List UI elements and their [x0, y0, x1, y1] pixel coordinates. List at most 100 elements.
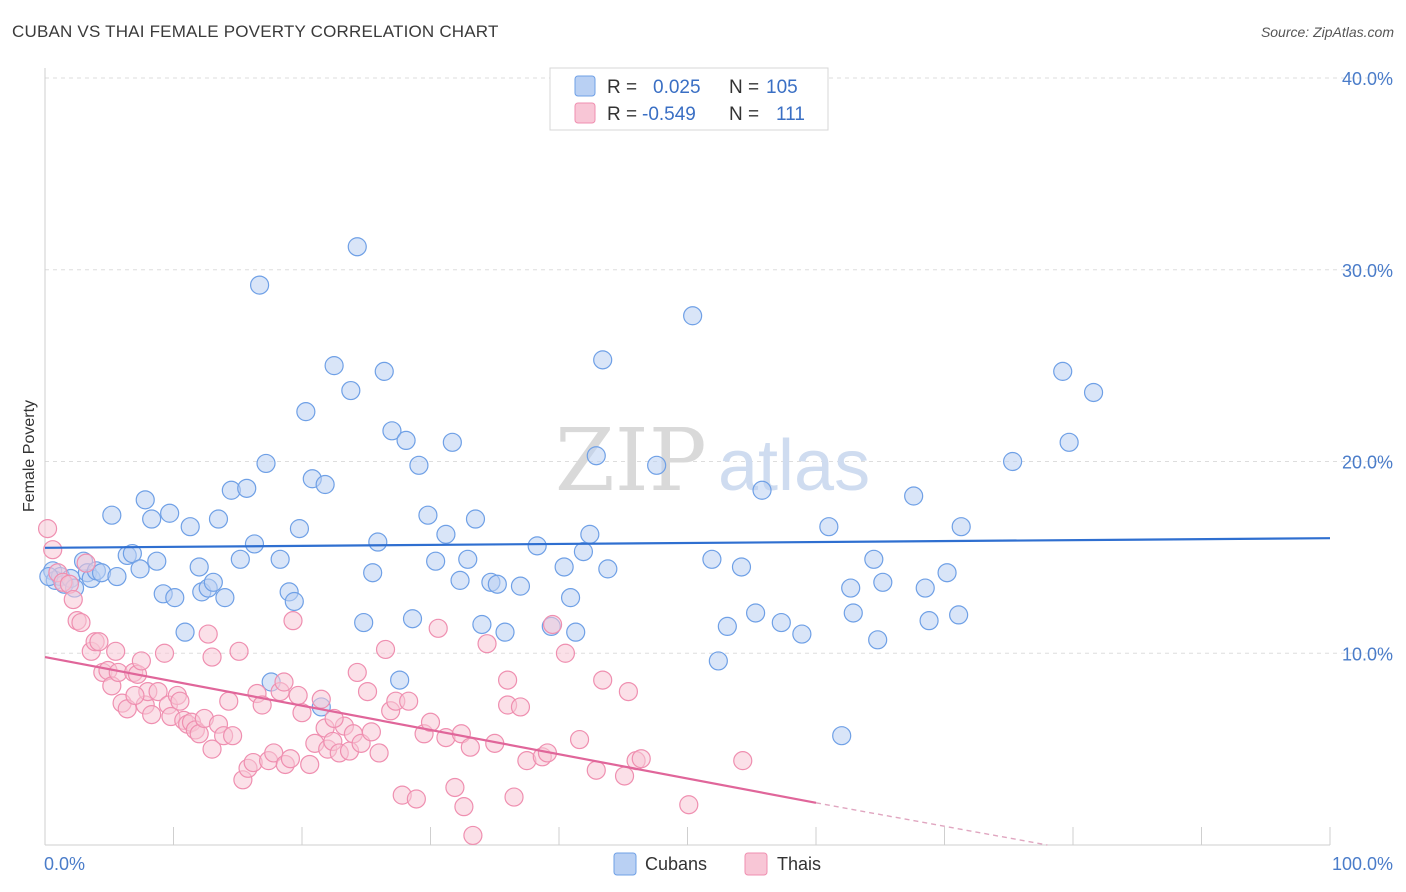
point-cubans-31	[230, 549, 250, 569]
point-cubans-66	[487, 574, 507, 594]
point-cubans-39	[284, 591, 304, 612]
chart-source: Source: ZipAtlas.com	[1260, 24, 1394, 40]
point-thais-80	[428, 618, 448, 638]
point-thais-38	[202, 739, 222, 759]
point-cubans-84	[731, 557, 752, 577]
point-thais-96	[569, 729, 590, 750]
point-thais-91	[510, 697, 531, 717]
point-thais-84	[454, 797, 474, 817]
point-cubans-22	[175, 622, 195, 642]
legend-n-value-thais: 111	[776, 104, 805, 125]
point-cubans-47	[347, 237, 367, 257]
point-cubans-78	[598, 559, 618, 579]
point-cubans-14	[122, 543, 142, 564]
legend-box	[549, 67, 829, 131]
series-legend-label-thais: Thais	[777, 854, 821, 874]
legend-r-label-thais: R =	[607, 104, 637, 125]
point-cubans-82	[708, 651, 728, 671]
point-thais-57	[300, 754, 320, 775]
series-legend-swatch-thais	[744, 852, 768, 876]
point-thais-30	[170, 691, 190, 711]
point-cubans-51	[374, 361, 394, 381]
point-cubans-88	[792, 624, 812, 644]
point-cubans-102	[1003, 451, 1023, 472]
point-thais-69	[357, 681, 378, 702]
point-cubans-34	[249, 275, 270, 295]
point-cubans-67	[495, 622, 515, 642]
point-thais-5	[63, 589, 83, 610]
point-thais-108	[274, 672, 294, 692]
legend-r-value-cubans: 0.025	[653, 77, 701, 98]
point-cubans-71	[554, 557, 574, 577]
point-cubans-23	[180, 517, 200, 537]
point-cubans-41	[296, 402, 316, 422]
point-thais-76	[399, 691, 419, 711]
point-cubans-21	[165, 588, 185, 608]
legend-swatch-thais	[574, 102, 596, 124]
point-thais-37	[198, 624, 218, 644]
point-thais-100	[618, 681, 638, 702]
point-thais-53	[280, 749, 301, 769]
x-tick-label-min: 0.0%	[44, 854, 85, 874]
point-thais-42	[223, 726, 243, 746]
point-cubans-96	[904, 486, 924, 506]
point-cubans-57	[418, 505, 438, 525]
point-cubans-11	[102, 505, 122, 525]
point-thais-50	[264, 743, 284, 763]
point-cubans-12	[107, 566, 127, 587]
axes	[44, 68, 1331, 846]
series-thais-points	[37, 519, 753, 846]
point-cubans-73	[566, 622, 586, 642]
point-cubans-59	[436, 524, 456, 544]
y-axis-title: Female Poverty	[21, 400, 38, 512]
point-thais-7	[71, 612, 91, 633]
point-cubans-49	[363, 563, 383, 583]
series-legend-label-cubans: Cubans	[645, 854, 707, 874]
trend-line-thais-extension	[815, 802, 1048, 846]
trend-line-cubans	[44, 537, 1331, 549]
point-thais-8	[76, 553, 96, 573]
point-cubans-74	[573, 542, 594, 562]
point-cubans-53	[390, 670, 410, 690]
point-cubans-103	[1053, 361, 1073, 381]
point-thais-59	[311, 689, 331, 709]
point-cubans-104	[1059, 432, 1079, 452]
point-cubans-52	[382, 421, 402, 441]
grid-lines	[45, 77, 1392, 654]
point-thais-103	[679, 795, 699, 815]
point-cubans-92	[843, 603, 863, 623]
point-thais-26	[154, 643, 175, 663]
point-cubans-20	[160, 503, 180, 523]
point-cubans-68	[510, 576, 531, 596]
watermark: ZIP atlas	[555, 411, 870, 511]
series-legend: Cubans Thais	[613, 852, 821, 876]
point-cubans-77	[593, 350, 613, 370]
series-legend-swatch-cubans	[613, 852, 637, 876]
point-thais-21	[131, 651, 151, 671]
point-cubans-62	[458, 549, 478, 569]
point-cubans-55	[402, 609, 423, 629]
point-thais-90	[504, 787, 524, 807]
point-cubans-17	[142, 509, 162, 529]
point-thais-105	[498, 670, 518, 690]
point-cubans-37	[270, 549, 290, 569]
point-cubans-64	[472, 614, 492, 635]
point-cubans-27	[203, 572, 223, 592]
point-cubans-61	[450, 570, 470, 590]
point-thais-107	[324, 708, 344, 729]
point-cubans-63	[465, 509, 486, 529]
trend-line-thais	[44, 656, 817, 804]
point-cubans-33	[244, 534, 265, 554]
point-cubans-54	[396, 430, 416, 451]
point-cubans-48	[354, 612, 374, 633]
legend-n-label-cubans: N =	[729, 77, 759, 98]
point-cubans-45	[324, 356, 344, 376]
point-cubans-93	[864, 549, 884, 569]
point-cubans-87	[771, 612, 791, 633]
legend-n-value-cubans: 105	[766, 77, 798, 98]
point-cubans-95	[873, 572, 893, 592]
point-thais-55	[288, 685, 308, 706]
point-cubans-69	[527, 536, 547, 556]
point-cubans-99	[937, 563, 957, 583]
point-thais-110	[202, 647, 222, 667]
